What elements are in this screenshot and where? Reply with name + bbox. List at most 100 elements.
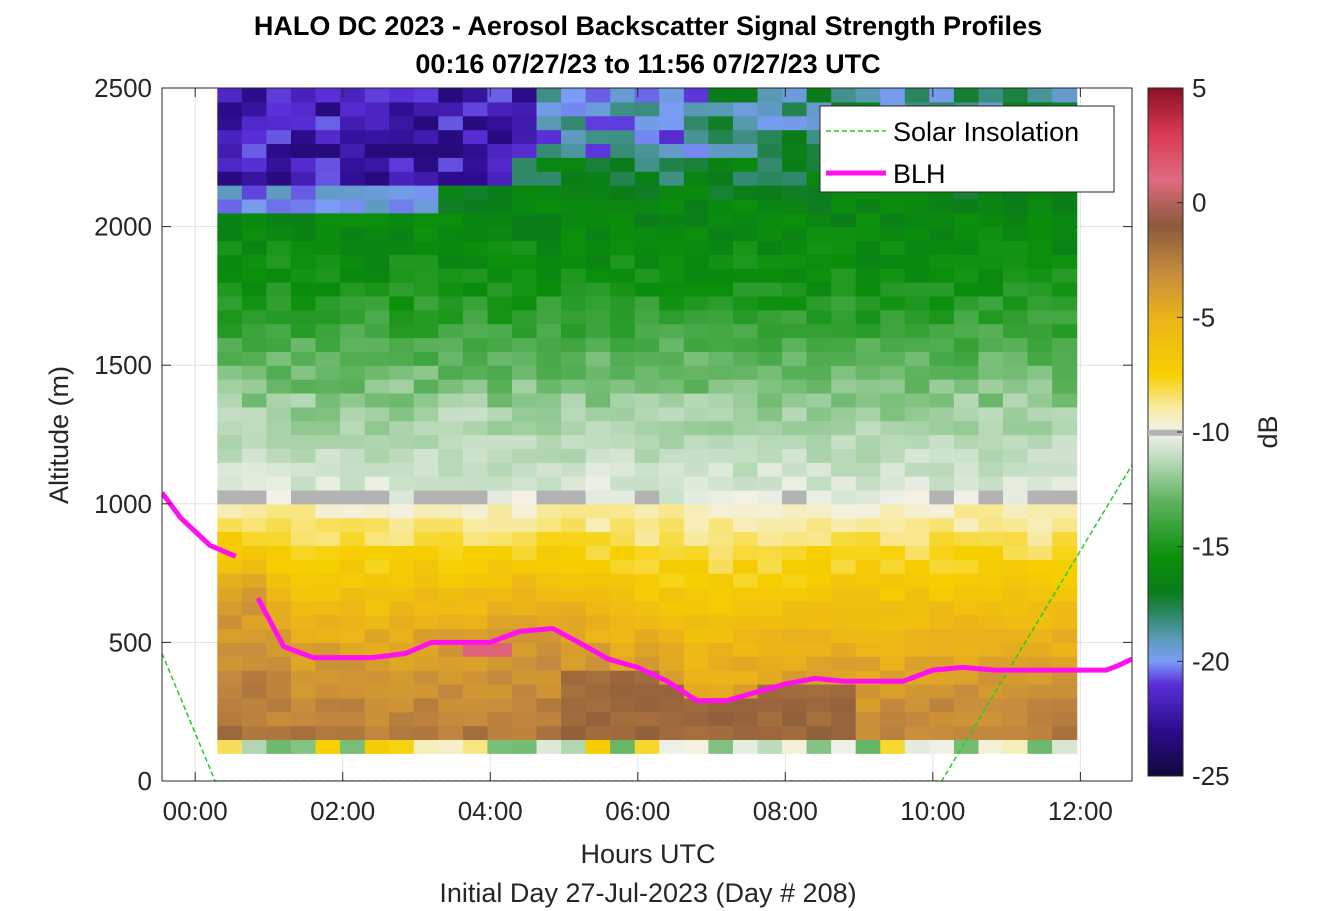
heatmap-cell (708, 559, 734, 574)
heatmap-cell (389, 600, 415, 616)
heatmap-cell (266, 171, 292, 186)
heatmap-cell (315, 88, 341, 103)
heatmap-cell (953, 697, 980, 713)
colorbar-tick-label: -25 (1192, 761, 1230, 791)
heatmap-cell (340, 559, 366, 574)
heatmap-cell (806, 476, 832, 491)
heatmap-cell (290, 115, 317, 131)
heatmap-cell (634, 185, 660, 200)
heatmap-cell (855, 614, 881, 630)
heatmap-cell (831, 614, 857, 630)
heatmap-cell (782, 476, 808, 491)
heatmap-cell (880, 420, 906, 436)
heatmap-cell (831, 476, 857, 491)
heatmap-cell (364, 323, 390, 339)
heatmap-cell (462, 254, 489, 269)
heatmap-cell (585, 351, 611, 366)
heatmap-cell (217, 157, 243, 172)
heatmap-cell (806, 517, 832, 533)
heatmap-cell (315, 198, 341, 214)
heatmap-cell (487, 614, 513, 630)
heatmap-cell (217, 559, 243, 574)
heatmap-cell (757, 670, 783, 685)
heatmap-cell (880, 379, 906, 394)
heatmap-cell (290, 739, 317, 754)
heatmap-cell (266, 309, 292, 325)
heatmap-cell (831, 309, 857, 325)
heatmap-cell (929, 489, 955, 505)
heatmap-cell (782, 392, 808, 408)
heatmap-cell (585, 628, 611, 643)
heatmap-cell (732, 406, 759, 422)
heatmap-cell (953, 365, 980, 380)
heatmap-cell (487, 711, 513, 727)
heatmap-cell (855, 351, 881, 366)
heatmap-cell (1027, 476, 1053, 491)
heatmap-cell (757, 697, 783, 713)
heatmap-cell (241, 683, 268, 699)
heatmap-cell (806, 198, 832, 214)
heatmap-cell (929, 198, 955, 214)
heatmap-cell (511, 670, 538, 685)
heatmap-cell (610, 531, 636, 546)
heatmap-cell (757, 434, 783, 449)
heatmap-cell (413, 351, 439, 366)
heatmap-cell (880, 697, 906, 713)
heatmap-cell (585, 88, 611, 103)
heatmap-cell (438, 573, 464, 588)
heatmap-cell (536, 351, 562, 366)
heatmap-cell (757, 282, 783, 297)
heatmap-cell (757, 517, 783, 533)
heatmap-cell (217, 656, 243, 671)
heatmap-cell (806, 434, 832, 449)
heatmap-cell (708, 129, 734, 145)
heatmap-cell (659, 489, 685, 505)
heatmap-cell (880, 683, 906, 699)
heatmap-cell (855, 88, 881, 103)
chart-title: HALO DC 2023 - Aerosol Backscatter Signa… (254, 11, 1042, 41)
heatmap-cell (732, 573, 759, 588)
heatmap-cell (487, 545, 513, 560)
heatmap-cell (782, 517, 808, 533)
heatmap-cell (929, 365, 955, 380)
heatmap-cell (831, 628, 857, 643)
heatmap-cell (708, 323, 734, 339)
heatmap-cell (880, 240, 906, 255)
heatmap-cell (732, 323, 759, 339)
heatmap-cell (315, 697, 341, 713)
heatmap-cell (364, 157, 390, 172)
heatmap-cell (561, 323, 587, 339)
heatmap-cell (413, 670, 439, 685)
heatmap-cell (708, 517, 734, 533)
heatmap-cell (1052, 711, 1078, 727)
heatmap-cell (561, 226, 587, 242)
heatmap-cell (290, 295, 317, 311)
heatmap-cell (880, 573, 906, 588)
heatmap-cell (340, 240, 366, 255)
heatmap-cell (364, 392, 390, 408)
heatmap-cell (880, 212, 906, 228)
heatmap-cell (340, 434, 366, 449)
heatmap-cell (953, 240, 980, 255)
heatmap-cell (904, 392, 930, 408)
heatmap-cell (487, 115, 513, 131)
heatmap-cell (315, 683, 341, 699)
heatmap-cell (929, 240, 955, 255)
heatmap-cell (364, 489, 390, 505)
heatmap-cell (683, 88, 709, 103)
heatmap-cell (389, 226, 415, 242)
heatmap-cell (290, 212, 317, 228)
heatmap-cell (855, 489, 881, 505)
heatmap-cell (511, 656, 538, 671)
heatmap-cell (1003, 198, 1029, 214)
heatmap-cell (757, 309, 783, 325)
heatmap-cell (855, 600, 881, 616)
heatmap-cell (315, 545, 341, 560)
heatmap-cell (880, 600, 906, 616)
heatmap-cell (315, 101, 341, 117)
heatmap-cell (1027, 517, 1053, 533)
heatmap-cell (511, 254, 538, 269)
heatmap-cell (217, 725, 243, 741)
heatmap-cell (340, 212, 366, 228)
heatmap-cell (904, 226, 930, 242)
